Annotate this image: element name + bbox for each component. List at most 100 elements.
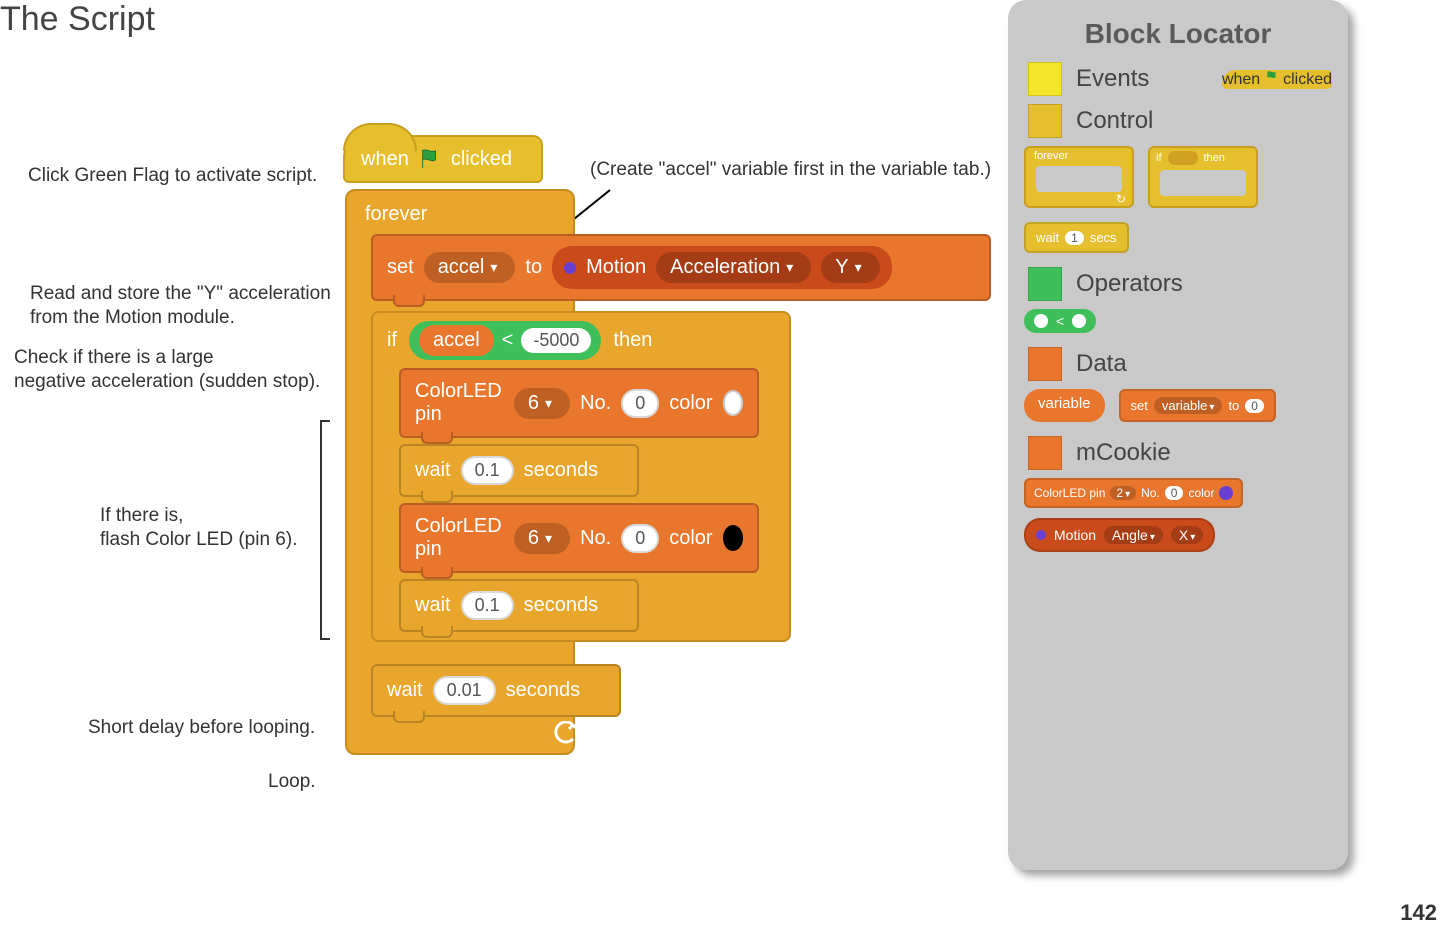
wait2-label: wait: [415, 594, 451, 617]
wait3-label: wait: [387, 679, 423, 702]
mini-led-swatch[interactable]: [1219, 486, 1233, 500]
led-label: ColorLED pin: [415, 380, 504, 426]
hat-clicked: clicked: [451, 148, 512, 171]
control-minis: forever ↻ ifthen wait 1 secs: [1024, 146, 1332, 253]
mini-led-idx[interactable]: 0: [1165, 486, 1184, 500]
anno-flash-l1: If there is,: [100, 504, 297, 528]
op-left-slot[interactable]: [1034, 314, 1048, 328]
control-swatch: [1028, 104, 1062, 138]
mini-hat-clicked: clicked: [1283, 71, 1332, 88]
green-flag-icon: [419, 148, 441, 170]
anno-flash-l2: flash Color LED (pin 6).: [100, 528, 297, 552]
operators-label: Operators: [1076, 270, 1183, 298]
motion-type-dd[interactable]: Acceleration: [656, 252, 811, 283]
forever-body: set accel to Motion Acceleration Y if ac…: [371, 234, 971, 717]
motion-type: Acceleration: [670, 256, 780, 279]
led2-index[interactable]: 0: [621, 524, 659, 553]
if-head: if accel < -5000 then: [383, 313, 789, 368]
mini-wait-label: wait: [1036, 230, 1059, 245]
mini-motion[interactable]: Motion Angle X: [1024, 518, 1215, 552]
led2-colorlbl: color: [669, 527, 712, 550]
anno-check: Check if there is a large negative accel…: [14, 346, 320, 394]
mini-led-pin[interactable]: 2: [1110, 486, 1136, 500]
motion-axis-dd[interactable]: Y: [821, 252, 879, 283]
anno-flash: If there is, flash Color LED (pin 6).: [100, 504, 297, 552]
mini-if[interactable]: ifthen: [1148, 146, 1258, 208]
motion-label: Motion: [586, 256, 646, 279]
forever-label: forever: [357, 191, 573, 234]
data-swatch: [1028, 347, 1062, 381]
event-hat-block[interactable]: when clicked: [343, 135, 543, 183]
wait1-label: wait: [415, 459, 451, 482]
if-block[interactable]: if accel < -5000 then ColorLED pin 6 No.…: [371, 311, 791, 642]
wait-block-3[interactable]: wait 0.01 seconds: [371, 664, 621, 717]
led2-pin-dd[interactable]: 6: [514, 523, 570, 554]
mini-motion-label: Motion: [1054, 527, 1096, 543]
led1-colorlbl: color: [669, 392, 712, 415]
mini-lessthan[interactable]: <: [1024, 309, 1096, 333]
mini-motion-type[interactable]: Angle: [1104, 526, 1163, 544]
control-label: Control: [1076, 107, 1153, 135]
motion-dot-icon: [564, 262, 576, 274]
led2-no: No.: [580, 527, 611, 550]
wait2-val[interactable]: 0.1: [461, 591, 514, 620]
condition[interactable]: accel < -5000: [409, 321, 601, 360]
forever-block[interactable]: forever set accel to Motion Acceleration…: [345, 189, 575, 755]
set-variable-block[interactable]: set accel to Motion Acceleration Y: [371, 234, 991, 301]
locator-title: Block Locator: [1024, 18, 1332, 50]
led1-index[interactable]: 0: [621, 389, 659, 418]
wait3-secs: seconds: [506, 679, 581, 702]
cond-op: <: [502, 329, 514, 352]
mini-motion-axis[interactable]: X: [1171, 526, 1203, 544]
cat-mcookie: mCookie: [1028, 436, 1332, 470]
mcookie-swatch: [1028, 436, 1062, 470]
anno-check-l1: Check if there is a large: [14, 346, 320, 370]
led1-pin-dd[interactable]: 6: [514, 388, 570, 419]
mini-set-val[interactable]: 0: [1245, 399, 1264, 413]
events-swatch: [1028, 62, 1062, 96]
led1-swatch[interactable]: [723, 390, 743, 416]
mini-then-label: then: [1204, 152, 1225, 164]
wait1-val[interactable]: 0.1: [461, 456, 514, 485]
mini-wait[interactable]: wait 1 secs: [1024, 222, 1129, 253]
to-label: to: [525, 256, 542, 279]
wait2-secs: seconds: [524, 594, 599, 617]
anno-read-store-l2: from the Motion module.: [30, 306, 331, 330]
cat-events: Events when clicked: [1028, 62, 1332, 96]
mcookie-label: mCookie: [1076, 439, 1171, 467]
mini-set-to: to: [1228, 398, 1239, 413]
mini-motion-dot-icon: [1036, 530, 1046, 540]
mini-colorled[interactable]: ColorLED pin 2 No. 0 color: [1024, 478, 1243, 508]
wait-block-2[interactable]: wait 0.1 seconds: [399, 579, 639, 632]
mini-forever[interactable]: forever ↻: [1024, 146, 1134, 208]
var-dropdown[interactable]: accel: [424, 252, 516, 283]
if-body: ColorLED pin 6 No. 0 color wait 0.1 seco…: [399, 368, 759, 632]
flash-bracket: [320, 420, 330, 640]
mini-wait-val[interactable]: 1: [1065, 231, 1084, 245]
loop-return: [357, 717, 573, 743]
op-right-slot[interactable]: [1072, 314, 1086, 328]
mini-variable[interactable]: variable: [1024, 389, 1105, 422]
motion-reporter[interactable]: Motion Acceleration Y: [552, 246, 892, 289]
page-number: 142: [1400, 900, 1437, 926]
mini-forever-label: forever: [1034, 150, 1068, 162]
colorled-block-1[interactable]: ColorLED pin 6 No. 0 color: [399, 368, 759, 438]
mini-event-hat[interactable]: when clicked: [1222, 70, 1332, 89]
mini-set-label: set: [1131, 398, 1148, 413]
op-symbol: <: [1056, 313, 1064, 329]
operators-swatch: [1028, 267, 1062, 301]
motion-axis: Y: [835, 256, 848, 279]
data-minis: variable set variable to 0: [1024, 389, 1332, 422]
wait3-val[interactable]: 0.01: [433, 676, 496, 705]
mini-hat-when: when: [1222, 71, 1260, 88]
wait-block-1[interactable]: wait 0.1 seconds: [399, 444, 639, 497]
anno-loop: Loop.: [268, 770, 316, 794]
led2-swatch[interactable]: [723, 525, 743, 551]
mini-set-var-dd[interactable]: variable: [1154, 397, 1223, 414]
led1-pin: 6: [528, 392, 539, 415]
colorled-block-2[interactable]: ColorLED pin 6 No. 0 color: [399, 503, 759, 573]
mini-led-label: ColorLED pin: [1034, 486, 1105, 500]
cond-value[interactable]: -5000: [521, 328, 591, 353]
mini-flag-icon: [1265, 70, 1279, 84]
mini-set-variable[interactable]: set variable to 0: [1119, 389, 1276, 422]
